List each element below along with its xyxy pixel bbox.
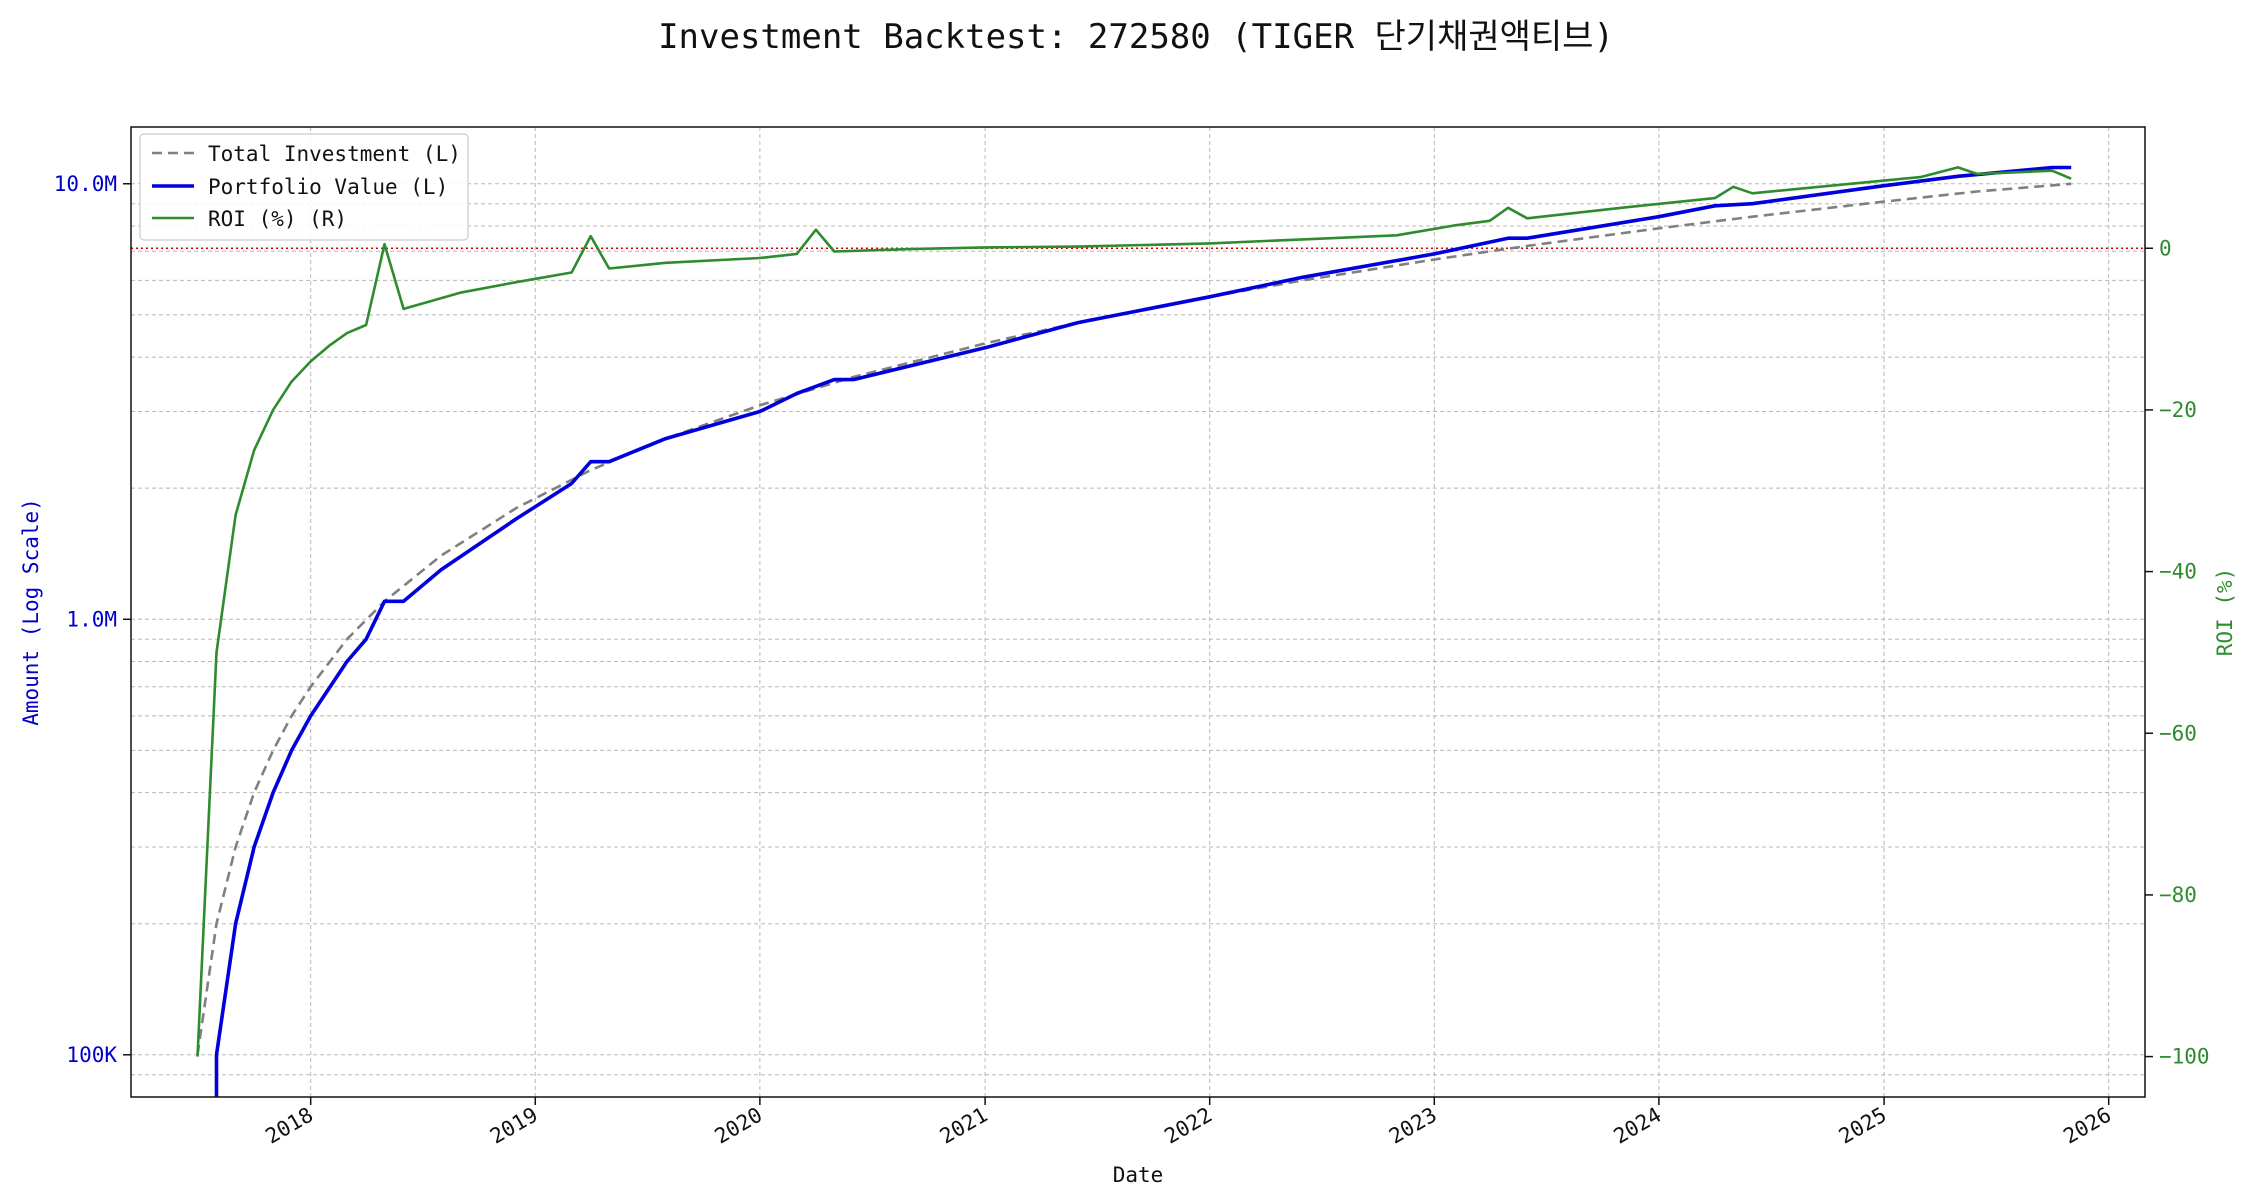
legend-label-total-investment: Total Investment (L): [208, 142, 461, 166]
left-axis-label: Amount (Log Scale): [19, 498, 43, 726]
x-axis-label: Date: [1113, 1163, 1164, 1187]
x-tick-label: 2024: [1610, 1103, 1666, 1149]
x-tick-label: 2023: [1385, 1103, 1441, 1149]
right-tick-label: −40: [2159, 560, 2197, 584]
legend: Total Investment (L) Portfolio Value (L)…: [139, 133, 469, 241]
series-line-portfolio-value-l: [214, 165, 2072, 1097]
right-axis-label: ROI (%): [2213, 568, 2237, 657]
x-tick-label: 2019: [486, 1103, 542, 1149]
x-tick-label: 2018: [261, 1103, 317, 1149]
x-tick-label: 2026: [2059, 1103, 2115, 1149]
plot-frame: [130, 126, 2146, 1098]
x-tick-label: 2020: [711, 1103, 767, 1149]
grid: [131, 127, 2145, 1098]
right-tick-label: −20: [2159, 398, 2197, 422]
x-axis-ticks: 2018 2019 2020 2021 2022 2023 2024 2025 2026: [261, 1097, 2115, 1149]
right-tick-label: −60: [2159, 721, 2197, 745]
series-line-roi-r: [196, 166, 2072, 1057]
right-tick-label: −80: [2159, 883, 2197, 907]
right-tick-label: −100: [2159, 1045, 2210, 1069]
left-tick-label: 10.0M: [54, 172, 117, 196]
legend-box: [139, 133, 469, 241]
left-tick-label: 100K: [66, 1043, 117, 1067]
left-axis-ticks: 100K 1.0M 10.0M: [54, 172, 131, 1067]
right-axis-ticks: −100 −80 −60 −40 −20 0: [2145, 236, 2210, 1069]
left-tick-label: 1.0M: [66, 607, 117, 631]
series-layer: [196, 165, 2072, 1097]
series-line-total-investment-l: [196, 182, 2072, 1055]
x-tick-label: 2021: [936, 1103, 992, 1149]
right-tick-label: 0: [2159, 236, 2172, 260]
chart-title: Investment Backtest: 272580 (TIGER 단기채권액…: [658, 17, 1614, 57]
legend-label-roi: ROI (%) (R): [208, 207, 347, 231]
legend-label-portfolio-value: Portfolio Value (L): [208, 175, 448, 199]
x-tick-label: 2022: [1160, 1103, 1216, 1149]
x-tick-label: 2025: [1835, 1103, 1891, 1149]
